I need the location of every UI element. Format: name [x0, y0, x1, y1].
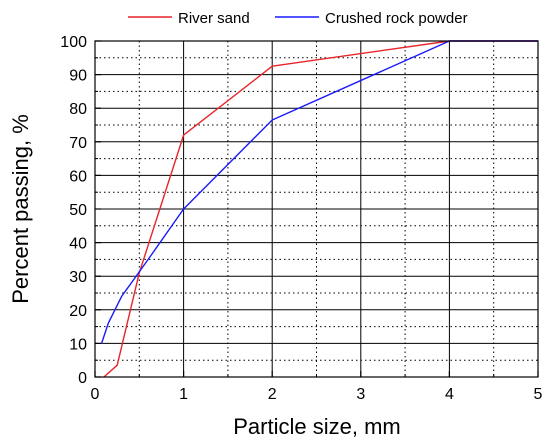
x-axis-title: Particle size, mm: [233, 414, 400, 439]
y-axis-title: Percent passing, %: [8, 114, 33, 304]
y-tick-label: 50: [69, 202, 87, 219]
legend: River sand Crushed rock powder: [128, 10, 468, 27]
y-tick-label: 100: [60, 34, 87, 51]
y-tick-label: 80: [69, 101, 87, 118]
y-tick-label: 70: [69, 135, 87, 152]
x-tick-label: 1: [179, 386, 188, 403]
legend-label-river-sand: River sand: [178, 10, 250, 27]
x-tick-label: 5: [534, 386, 543, 403]
x-tick-label: 2: [268, 386, 277, 403]
y-tick-label: 30: [69, 269, 87, 286]
major-grid: [95, 41, 538, 377]
legend-label-crushed-rock-powder: Crushed rock powder: [325, 10, 468, 27]
x-tick-label: 0: [91, 386, 100, 403]
series-line-crushed-rock-powder: [100, 40, 538, 344]
y-tick-label: 90: [69, 68, 87, 85]
y-tick-label: 20: [69, 303, 87, 320]
axis-ticks: [94, 40, 539, 378]
y-tick-label: 0: [78, 370, 87, 387]
y-tick-label: 40: [69, 236, 87, 253]
y-tick-label: 60: [69, 168, 87, 185]
x-tick-label: 3: [356, 386, 365, 403]
y-tick-label: 10: [69, 336, 87, 353]
x-tick-label: 4: [445, 386, 454, 403]
